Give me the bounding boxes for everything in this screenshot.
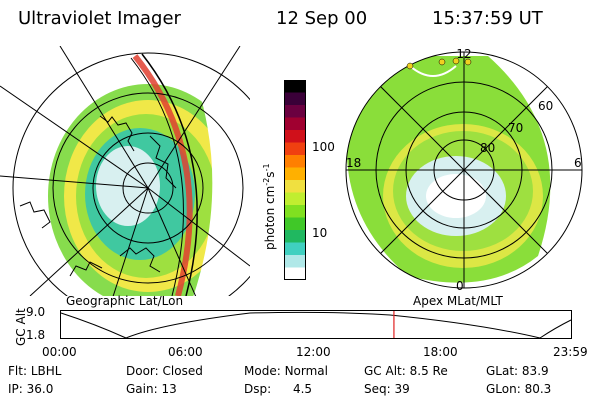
colorbar-segment (284, 267, 306, 280)
geographic-caption: Geographic Lat/Lon (66, 294, 184, 308)
meridian (147, 187, 250, 267)
meridian (112, 187, 149, 296)
colorbar-segment (284, 117, 306, 131)
colorbar-segment (284, 230, 306, 243)
altitude-plot (60, 310, 572, 339)
mode-info: Mode: Normal (244, 364, 328, 378)
colorbar-segment (284, 205, 306, 218)
colorbar-segment (284, 142, 306, 156)
altitude-plot-frame (60, 310, 572, 339)
colorbar-tick-10: 10 (312, 226, 328, 240)
lat-circle (122, 162, 174, 214)
colorbar-segment (284, 167, 306, 181)
gain-info: Gain: 13 (126, 382, 177, 396)
dayside-arc-edge2 (130, 57, 184, 296)
colorbar-segment (284, 92, 306, 106)
colorbar-segment (284, 80, 306, 93)
mlat-label-60: 60 (538, 99, 553, 113)
lat-circle (52, 92, 244, 284)
meridian (147, 46, 241, 189)
altitude-ymax: 9.0 (26, 305, 46, 319)
colorbar-segment (284, 105, 306, 118)
meridian (147, 187, 197, 296)
xtick-1800: 18:00 (423, 345, 458, 359)
colorbar-border (284, 80, 306, 280)
coastlines (19, 115, 177, 277)
mlat-label-70: 70 (508, 121, 523, 135)
meridian (29, 187, 149, 296)
altitude-ymin: 1.8 (26, 328, 46, 342)
marker-icon (406, 62, 414, 70)
altitude-curve (60, 311, 572, 339)
glon-info: GLon: 80.3 (486, 382, 552, 396)
colorbar-segment (284, 242, 306, 256)
mlt-label-6: 6 (574, 156, 582, 170)
mlat-label-80: 80 (480, 141, 495, 155)
colorbar (284, 80, 306, 280)
colorbar-segment (284, 155, 306, 168)
mlt-label-0: 0 (456, 279, 464, 293)
marker-icon (438, 58, 446, 66)
colorbar-segment (284, 180, 306, 193)
dsp-info: Dsp: 4.5 (244, 382, 313, 396)
marker-icon (464, 58, 472, 66)
mlt-line-diag2 (377, 83, 551, 257)
instrument-title: Ultraviolet Imager (18, 8, 181, 29)
xtick-1200: 12:00 (296, 345, 331, 359)
colorbar-tick-100: 100 (312, 140, 335, 154)
lat-circle (92, 132, 204, 244)
colorbar-segment (284, 217, 306, 231)
seq-info: Seq: 39 (364, 382, 410, 396)
colorbar-segment (284, 192, 306, 206)
door-info: Door: Closed (126, 364, 203, 378)
colorbar-segment (284, 130, 306, 143)
terminator-blank (182, 46, 250, 296)
map-border (345, 51, 583, 289)
meridian (0, 175, 149, 189)
magnetic-map: 12 18 6 0 60 70 80 (345, 47, 583, 293)
mlt-label-18: 18 (346, 156, 361, 170)
ip-info: IP: 36.0 (8, 382, 54, 396)
dayside-arc-edge (141, 53, 198, 296)
meridian (0, 85, 149, 189)
colorbar-segment (284, 255, 306, 268)
flt-info: Flt: LBHL (8, 364, 62, 378)
date-label: 12 Sep 00 (276, 8, 368, 29)
orbit-track (409, 65, 457, 77)
time-label: 15:37:59 UT (432, 8, 543, 29)
xtick-2359: 23:59 (553, 345, 588, 359)
mlt-label-12: 12 (456, 47, 471, 61)
polar-cap-core (426, 174, 486, 218)
glat-info: GLat: 83.9 (486, 364, 549, 378)
lat-circle (12, 52, 250, 296)
xtick-0600: 06:00 (168, 345, 203, 359)
geographic-map (0, 46, 250, 296)
xtick-0000: 00:00 (42, 345, 77, 359)
meridian (59, 46, 149, 189)
dayside-arc (132, 54, 193, 296)
magnetic-caption: Apex MLat/MLT (413, 294, 503, 308)
marker-icon (452, 57, 460, 65)
gcalt-info: GC Alt: 8.5 Re (364, 364, 448, 378)
colorbar-unit-label: photon cm-2s-1 (262, 163, 277, 250)
